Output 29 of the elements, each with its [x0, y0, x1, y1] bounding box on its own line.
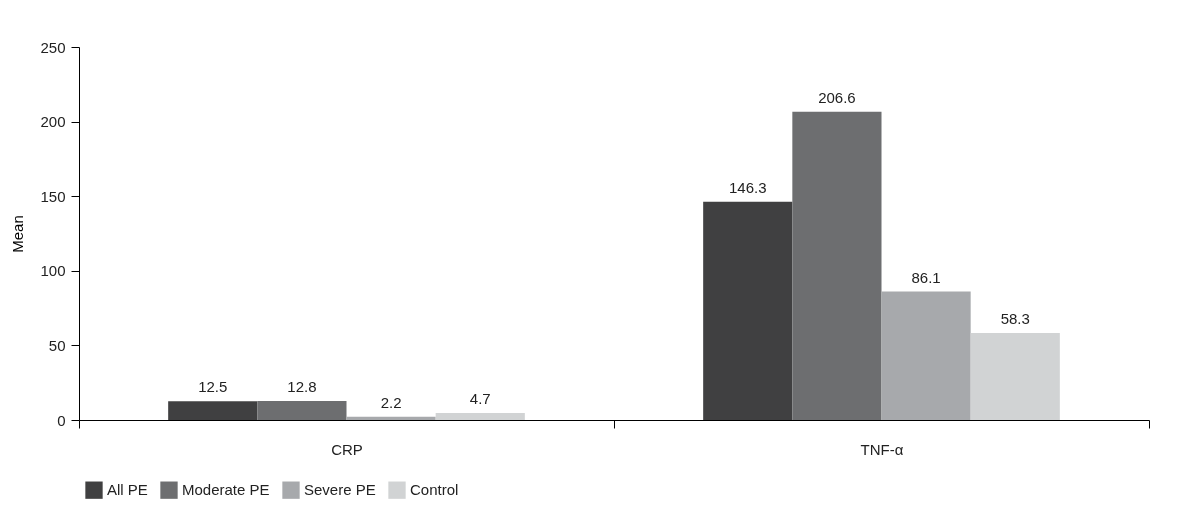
bar	[970, 333, 1060, 420]
bar	[435, 412, 525, 420]
y-axis-title: Mean	[9, 215, 27, 253]
x-tick-label: CRP	[331, 440, 363, 458]
data-label: 206.6	[818, 88, 856, 106]
y-tick-label: 150	[40, 187, 66, 205]
y-tick-label: 0	[57, 411, 66, 429]
data-label: 146.3	[728, 178, 767, 196]
legend-label: Control	[410, 481, 459, 499]
y-tick-label: 50	[48, 336, 66, 354]
data-label: 4.7	[469, 389, 491, 407]
data-label: 2.2	[380, 393, 402, 411]
bar	[168, 401, 258, 420]
bar	[881, 291, 971, 420]
data-label: 12.8	[287, 377, 317, 395]
data-label: 12.5	[198, 378, 228, 396]
data-label: 86.1	[911, 268, 941, 286]
legend-label: Moderate PE	[182, 481, 270, 499]
legend-label: Severe PE	[304, 481, 376, 499]
data-label: 58.3	[1000, 310, 1030, 328]
x-tick-label: TNF-α	[860, 440, 904, 458]
legend-label: All PE	[107, 481, 148, 499]
y-tick-label: 200	[40, 113, 66, 131]
y-tick-label: 250	[40, 38, 66, 56]
bar	[792, 111, 882, 420]
bar	[703, 201, 793, 420]
bar	[257, 400, 347, 420]
y-tick-label: 100	[40, 262, 66, 280]
bar	[346, 416, 436, 420]
